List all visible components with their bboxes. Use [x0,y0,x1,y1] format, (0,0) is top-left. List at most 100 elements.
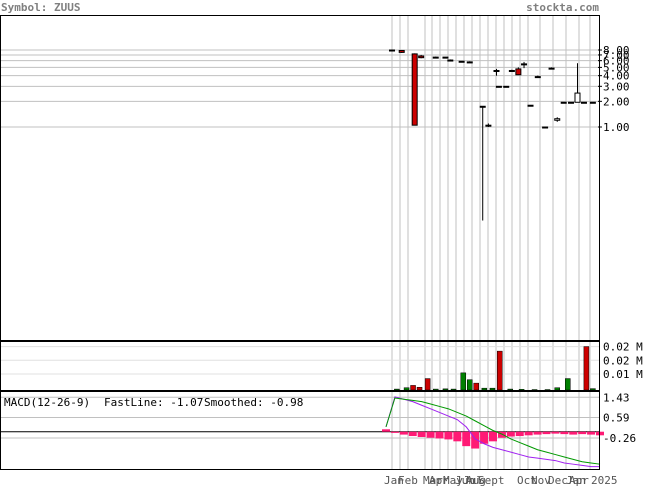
macd-fastline-label: FastLine: -1.07 [104,396,203,409]
macd-histogram-bar [435,431,444,439]
candle-body [589,101,596,104]
candle-body [389,49,395,52]
x-tick-label: Apr [569,474,589,486]
price-y-tick-label: 2.00 [603,95,630,108]
volume-bar [410,385,416,391]
macd-histogram-bar [524,431,533,436]
volume-y-tick-label: 0.02 M [603,354,643,367]
x-tick-label: Dec [548,474,568,486]
price-y-tick-label: 6.00 [603,55,630,68]
x-tick-label: Jan [566,474,586,486]
x-tick-label: 2025 [591,474,618,486]
volume-bar [424,378,431,391]
volume-bar [394,388,400,391]
macd-y-tick-label: 0.59 [603,412,630,425]
candle-body [521,63,528,66]
symbol-label: Symbol: ZUUS [1,1,80,14]
macd-histogram-bar [560,431,569,435]
volume-bar [432,388,439,391]
x-tick-label: Mar [423,474,443,486]
macd-y-ticks: 1.43 0.59 -0.26 [603,391,636,445]
candle-body [466,61,473,64]
x-tick-label: May [443,474,463,486]
macd-histogram-bar [453,431,462,442]
candle-body [554,118,561,121]
macd-histogram-bar [569,431,578,435]
candle-body [508,69,515,72]
candle-body [411,53,418,126]
macd-histogram-bar [399,431,408,435]
candle-body [442,56,449,59]
macd-title: MACD(12-26-9) [4,396,90,409]
candle-body [432,56,439,59]
price-y-tick-label: 4.00 [603,70,630,83]
x-tick-label: Jul [463,474,483,486]
volume-bar [442,388,449,391]
candle-body [398,49,405,53]
macd-histogram-bar [426,431,435,438]
macd-histogram-bar [382,429,390,432]
volume-y-tick-label: 0.01 M [603,368,643,381]
site-label: stockta.com [526,1,599,14]
x-tick-label: Jan [384,474,404,486]
macd-histogram-bar [462,431,471,447]
price-y-tick-label: 7.00 [603,49,630,62]
candle-body [580,101,587,104]
volume-y-tick-label: 0.02 M [603,341,643,354]
macd-histogram-bar [480,431,489,444]
x-tick-label: Aug [466,474,486,486]
candle-body [458,60,465,63]
macd-panel-frame [0,391,600,470]
candle-body [568,101,575,104]
volume-bar [416,387,423,391]
volume-panel-frame [0,341,600,391]
price-candles [389,49,596,221]
candle-body [493,69,500,72]
candle-body [560,101,567,104]
macd-histogram-bar [506,431,515,437]
candle-body [418,55,425,59]
macd-histogram-bar [417,431,426,437]
price-panel-frame [0,15,600,341]
macd-grid [0,392,600,469]
macd-histogram-bar [533,431,542,435]
candle-body [534,76,541,79]
candle-body [527,104,534,107]
candle-body [447,59,454,62]
x-tick-label: Jun [455,474,475,486]
macd-histogram-bar [471,431,480,449]
price-y-tick-label: 3.00 [603,80,630,93]
candle-body [485,124,492,127]
macd-histogram-bar [444,431,453,440]
volume-bar [467,379,473,391]
candle-body [479,105,486,108]
volume-bar [583,346,590,391]
volume-bar [460,372,467,391]
volume-bar [565,378,571,391]
x-tick-label: Oct [517,474,537,486]
macd-histogram-bar [587,431,596,435]
volume-grid [0,342,600,390]
price-y-tick-label: 1.00 [603,121,630,134]
macd-histogram-bar [489,431,497,442]
volume-bar [489,387,496,391]
volume-bar [403,387,410,391]
x-tick-label: Feb [398,474,418,486]
x-tick-label: Sept [478,474,505,486]
volume-y-ticks: 0.02 M0.02 M0.01 M [603,341,643,381]
macd-histogram-bar [408,431,417,437]
macd-histogram-bar [515,431,524,437]
price-y-ticks: 8.007.006.005.004.003.00 2.00 1.00 [598,44,630,134]
candle-body [503,85,510,88]
volume-bar [481,387,488,391]
x-tick-label: Nov [531,474,551,486]
volume-bar [473,382,479,391]
macd-histogram [382,429,604,449]
x-tick-label: Apr [429,474,449,486]
macd-lines [385,396,601,468]
volume-bar [554,387,560,391]
macd-histogram-bar [542,431,551,435]
candle-body [548,67,555,70]
